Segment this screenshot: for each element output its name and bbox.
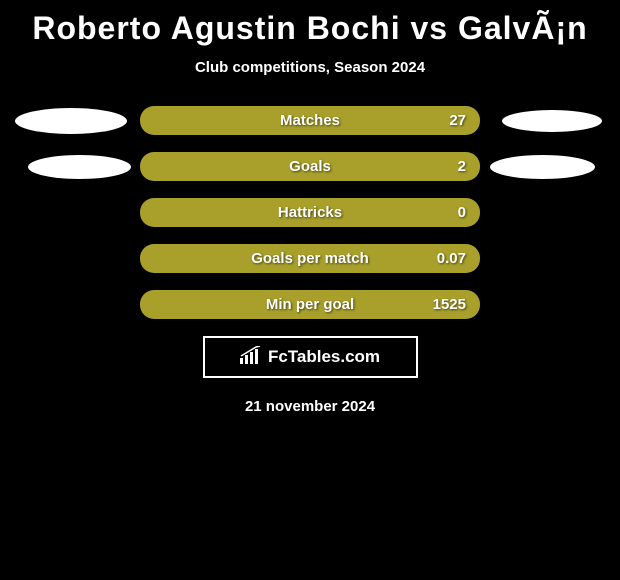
stat-bar: Min per goal 1525 <box>140 290 480 319</box>
stat-bar: Goals per match 0.07 <box>140 244 480 273</box>
date-label: 21 november 2024 <box>0 398 620 415</box>
chart-icon <box>240 346 262 369</box>
stat-label: Min per goal <box>266 296 354 313</box>
stat-bar: Matches 27 <box>140 106 480 135</box>
stat-row-matches: Matches 27 <box>10 106 610 135</box>
stat-label: Goals per match <box>251 250 369 267</box>
stat-label: Matches <box>280 112 340 129</box>
stat-value: 0.07 <box>437 250 466 267</box>
stat-row-mpg: Min per goal 1525 <box>10 290 610 319</box>
stat-bar: Goals 2 <box>140 152 480 181</box>
stat-row-gpm: Goals per match 0.07 <box>10 244 610 273</box>
player-ellipse-right <box>490 155 595 179</box>
stat-row-goals: Goals 2 <box>10 152 610 181</box>
stat-value: 2 <box>458 158 466 175</box>
comparison-infographic: Roberto Agustin Bochi vs GalvÃ¡n Club co… <box>0 0 620 425</box>
stat-value: 1525 <box>433 296 466 313</box>
player-ellipse-right <box>502 110 602 132</box>
stat-label: Hattricks <box>278 204 342 221</box>
stat-value: 27 <box>449 112 466 129</box>
player-ellipse-left <box>28 155 131 179</box>
page-title: Roberto Agustin Bochi vs GalvÃ¡n <box>0 10 620 47</box>
stat-label: Goals <box>289 158 331 175</box>
stat-bar: Hattricks 0 <box>140 198 480 227</box>
stat-row-hattricks: Hattricks 0 <box>10 198 610 227</box>
stat-value: 0 <box>458 204 466 221</box>
page-subtitle: Club competitions, Season 2024 <box>0 59 620 76</box>
branding-box: FcTables.com <box>203 336 418 378</box>
branding-text: FcTables.com <box>268 347 380 367</box>
player-ellipse-left <box>15 108 127 134</box>
stats-area: Matches 27 Goals 2 Hattricks 0 Goals per… <box>0 106 620 319</box>
